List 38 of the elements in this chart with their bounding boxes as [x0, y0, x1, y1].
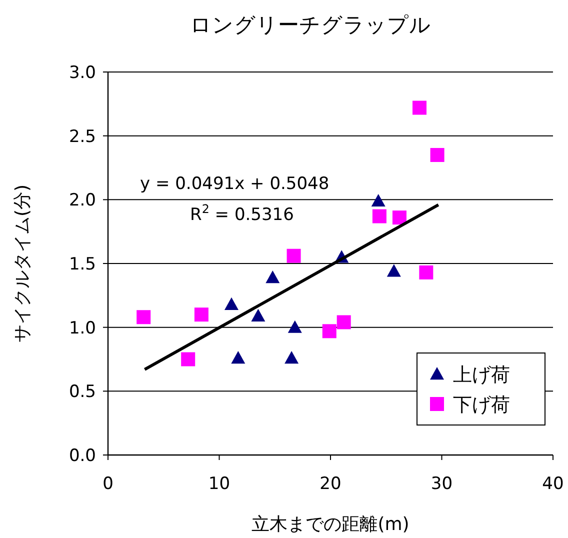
point [322, 324, 336, 338]
x-tick-label: 20 [320, 474, 342, 494]
point [419, 265, 434, 280]
point [430, 148, 444, 162]
point [181, 352, 196, 366]
y-tick-label: 0.5 [68, 382, 96, 402]
point [284, 350, 299, 364]
point [136, 310, 151, 324]
annotation: y = 0.0491x + 0.5048 [140, 174, 330, 194]
y-tick-label: 1.0 [68, 318, 96, 338]
point [224, 297, 238, 310]
legend-label: 上げ荷 [453, 364, 510, 386]
point [251, 308, 266, 322]
y-tick-label: 1.5 [68, 254, 96, 274]
annotation: R$^{2}$ = 0.5316 [190, 202, 294, 225]
point [412, 100, 426, 115]
x-axis-title: 立木までの距離(m) [252, 514, 410, 535]
point [371, 194, 386, 207]
x-tick-label: 10 [208, 474, 230, 494]
x-tick-label: 30 [430, 474, 453, 494]
point [372, 209, 386, 224]
chart-title: ロングリーチグラップル [190, 13, 431, 37]
y-tick-label: 2.0 [68, 190, 96, 211]
y-tick-label: 3.0 [68, 63, 96, 83]
x-tick-label: 40 [542, 474, 564, 494]
point [392, 210, 406, 225]
point [336, 315, 351, 330]
point [288, 320, 302, 333]
y-tick-label: 0.0 [68, 446, 96, 466]
point [266, 270, 280, 284]
point [231, 350, 246, 364]
legend-label: 下げ荷 [453, 394, 510, 416]
point [386, 264, 401, 277]
point [286, 248, 301, 263]
x-tick-label: 0 [102, 474, 114, 494]
y-tick-label: 2.5 [68, 126, 96, 147]
point [194, 308, 208, 322]
y-axis-title: サイクルタイム(分) [12, 184, 33, 343]
